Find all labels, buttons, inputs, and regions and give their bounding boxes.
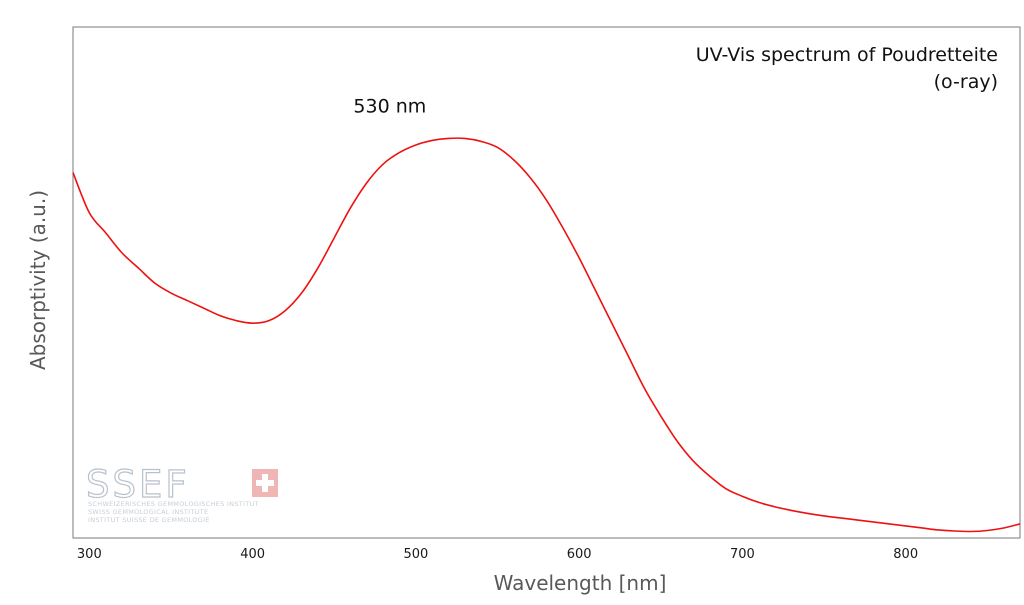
x-tick-label: 700 [730,547,755,562]
y-axis-title: Absorptivity (a.u.) [26,190,50,370]
watermark-line-1: SCHWEIZERISCHES GEMMOLOGISCHES INSTITUT [88,500,259,508]
ssef-logo-text: SSEF [86,463,190,506]
x-tick-label: 500 [403,547,428,562]
series-layer [72,137,1021,533]
x-tick-label: 400 [240,547,265,562]
swiss-cross-icon [252,469,278,497]
spectrum-line [72,137,1021,533]
plot-frame [72,26,1021,539]
chart-title: UV-Vis spectrum of Poudretteite [696,44,998,66]
x-tick-label: 600 [567,547,592,562]
ssef-watermark-logo: SSEF SCHWEIZERISCHES GEMMOLOGISCHES INST… [85,462,278,524]
watermark-line-2: SWISS GEMMOLOGICAL INSTITUTE [88,508,208,516]
annotation-layer: 530 nm [353,95,426,117]
peak-annotation: 530 nm [353,95,426,117]
x-tick-label: 800 [893,547,918,562]
x-axis-title: Wavelength [nm] [494,571,667,595]
x-axis-ticks: 300 400 500 600 700 800 [77,547,918,562]
chart-subtitle: (o-ray) [934,71,998,93]
x-tick-label: 300 [77,547,102,562]
watermark-line-3: INSTITUT SUISSE DE GEMMOLOGIE [88,516,210,524]
